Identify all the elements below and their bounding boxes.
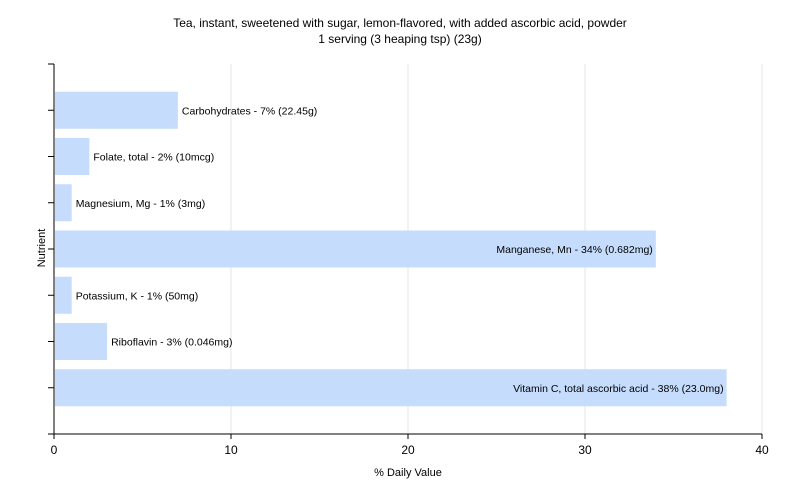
- chart-subtitle: 1 serving (3 heaping tsp) (23g): [318, 32, 482, 46]
- y-axis-label: Nutrient: [36, 229, 48, 268]
- chart-title-block: Tea, instant, sweetened with sugar, lemo…: [0, 15, 800, 47]
- x-tick-label: 30: [578, 443, 592, 457]
- x-tick-label: 40: [755, 443, 769, 457]
- axes: 0 10 20 30 40: [48, 63, 769, 457]
- bar: [55, 230, 656, 268]
- bar-label: Folate, total - 2% (10mcg): [93, 152, 214, 164]
- bars: [55, 91, 727, 407]
- bar-label: Carbohydrates - 7% (22.45g): [182, 105, 317, 117]
- x-tick-label: 10: [224, 443, 238, 457]
- bar-label: Manganese, Mn - 34% (0.682mg): [496, 244, 652, 256]
- x-tick-label: 20: [401, 443, 415, 457]
- chart-title: Tea, instant, sweetened with sugar, lemo…: [173, 16, 627, 30]
- x-tick-label: 0: [51, 443, 58, 457]
- bar: [55, 138, 90, 175]
- x-axis-label: % Daily Value: [374, 467, 442, 479]
- bar: [55, 323, 108, 360]
- bar-label: Potassium, K - 1% (50mg): [76, 290, 199, 302]
- bar: [55, 184, 72, 222]
- bar-labels: Carbohydrates - 7% (22.45g) Folate, total…: [76, 105, 724, 395]
- bar-label: Vitamin C, total ascorbic acid - 38% (23…: [513, 383, 723, 395]
- bar: [55, 276, 72, 314]
- bar-label: Magnesium, Mg - 1% (3mg): [76, 198, 206, 210]
- bar: [55, 369, 727, 407]
- bar: [55, 91, 178, 129]
- bar-label: Riboflavin - 3% (0.046mg): [111, 337, 232, 349]
